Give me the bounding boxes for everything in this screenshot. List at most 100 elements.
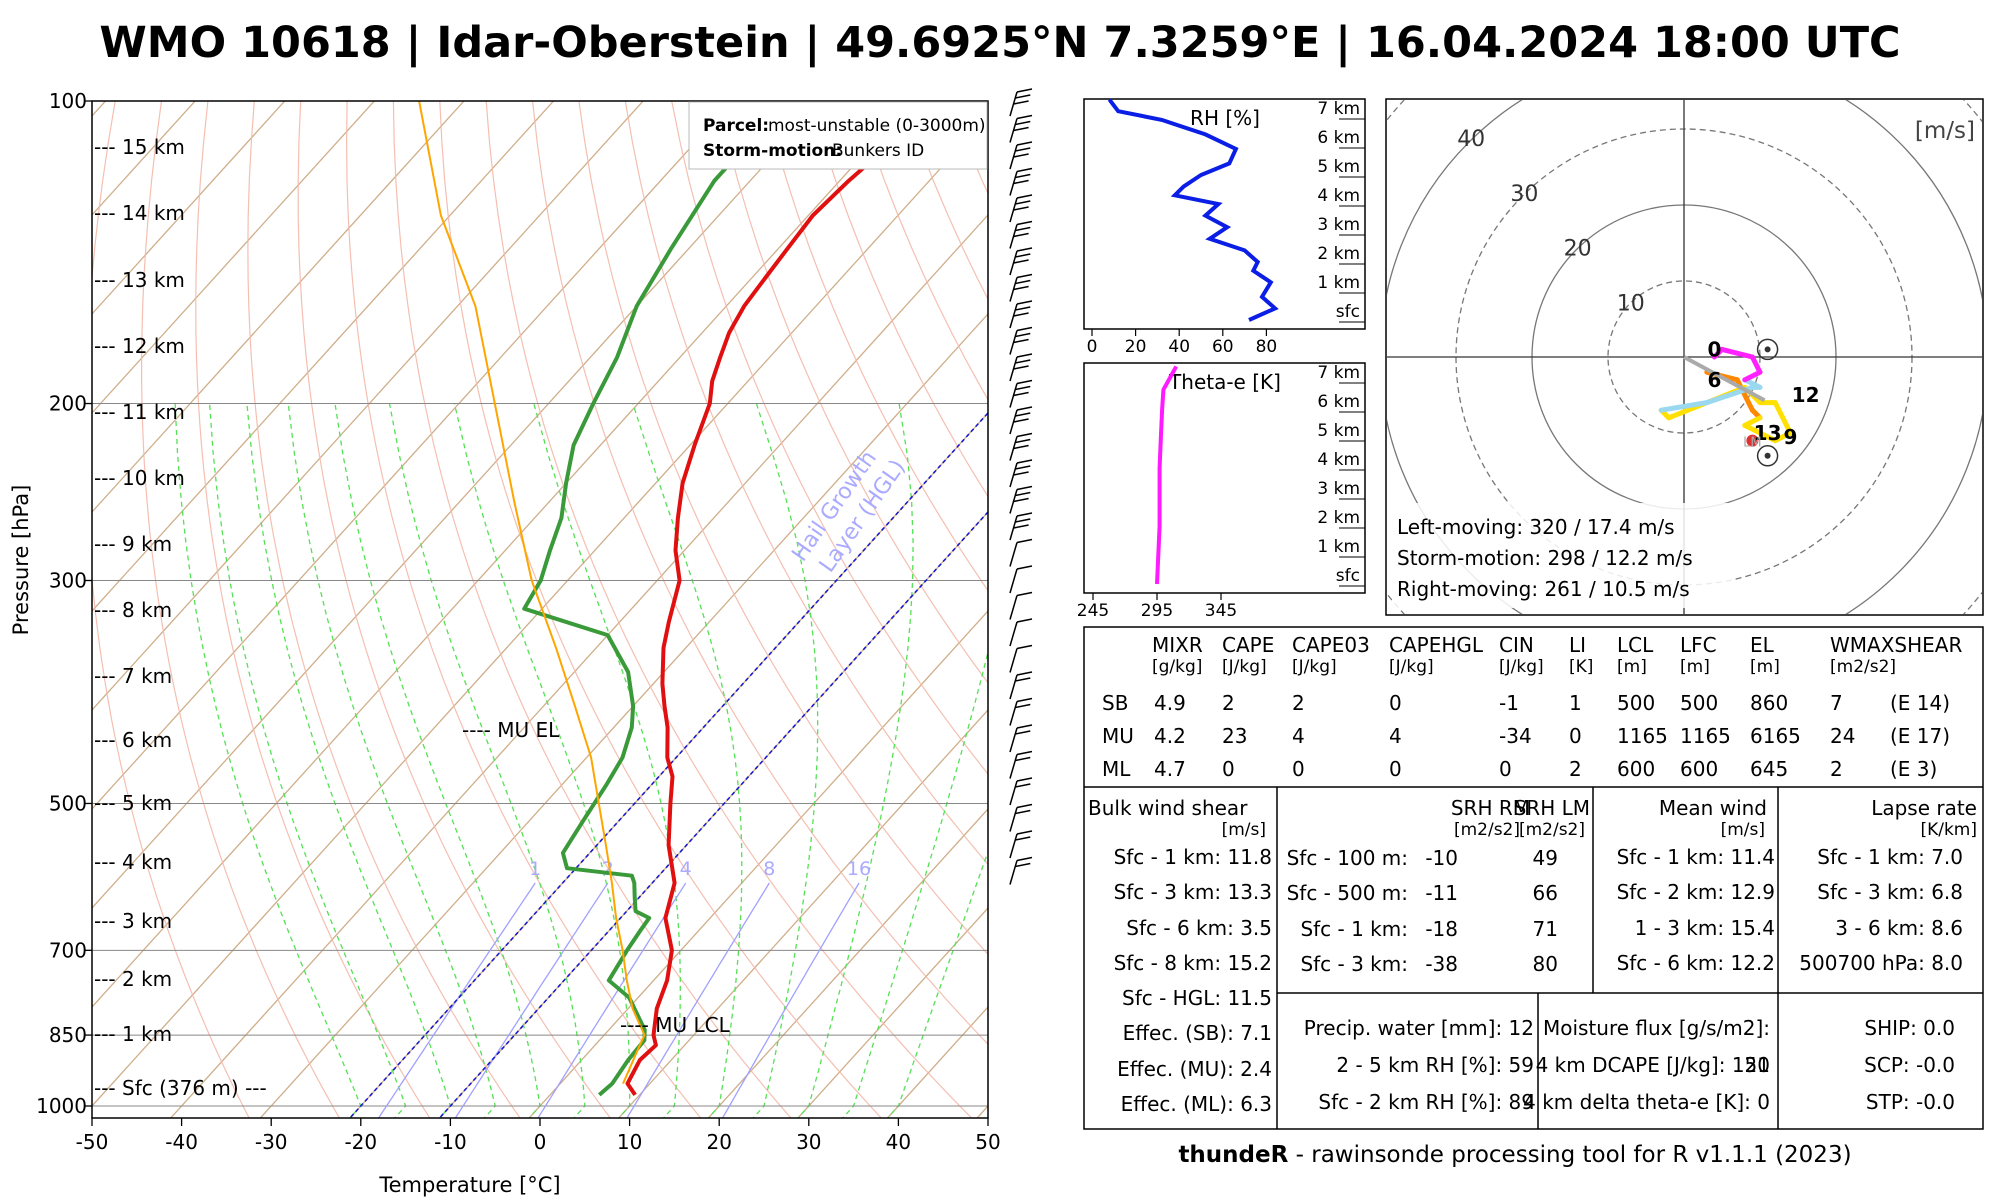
y-tick-label: 300 <box>49 569 87 593</box>
height-mark: 6 <box>1707 368 1721 392</box>
moist-adiabat <box>841 649 988 1118</box>
param-cell: 4 <box>1292 724 1305 748</box>
param-cell: 24 <box>1830 724 1856 748</box>
barb-staff <box>1009 568 1018 594</box>
barb-flag <box>1016 856 1033 862</box>
param-cell: 0 <box>1569 724 1582 748</box>
barb-flag <box>1015 332 1031 338</box>
barb-flag <box>1013 232 1029 238</box>
theta-title: Theta-e [K] <box>1168 370 1281 394</box>
bulk-shear-row: Effec. (MU): 2.4 <box>1117 1056 1272 1081</box>
barb-staff <box>1009 807 1018 832</box>
barb-flag <box>1013 126 1029 132</box>
hodograph-ring-label: 20 <box>1564 237 1592 262</box>
theta-x-tick-label: 295 <box>1141 601 1173 621</box>
theta-profile <box>1155 365 1178 585</box>
wind-barbs <box>1009 88 1033 885</box>
y-tick-label: 100 <box>49 89 87 113</box>
height-mark: 13 <box>1754 421 1782 445</box>
height-label: --- 3 km <box>94 909 172 933</box>
mixing-ratio-label: 8 <box>763 858 775 880</box>
mean-wind-row: Sfc - 6 km: 12.2 <box>1616 950 1775 975</box>
hodograph-ring-label: 30 <box>1510 182 1538 207</box>
x-tick-label: 20 <box>706 1130 731 1154</box>
barb-flag <box>1016 830 1033 835</box>
lapse-rate-table: Lapse rate [K/km] Sfc - 1 km: 7.0 Sfc - 3… <box>1779 796 1983 981</box>
barb-staff <box>1009 303 1018 329</box>
param-unit: [m] <box>1617 657 1647 677</box>
y-tick-label: 500 <box>49 791 87 815</box>
srh-rm-value: -11 <box>1425 881 1458 906</box>
height-mark: 12 <box>1792 383 1820 407</box>
skewt-axes: -50 -40 -30 -20 -10 0 10 20 30 40 50 100 200 300 500 70… <box>36 89 1001 1154</box>
param-cell: 0 <box>1292 757 1305 781</box>
hodograph-info-bg <box>1392 503 1732 608</box>
rh-panel: RH [%] 0 20 40 60 80 sfc 1 km 2 km 3 km 4 km 5 km 6… <box>1083 98 1366 357</box>
dry-adiabat <box>141 101 341 1118</box>
bulk-shear-table: Bulk wind shear [m/s] Sfc - 1 km: 11.8 Sf… <box>1086 796 1276 1122</box>
isotherm <box>92 101 555 612</box>
misc-table-1: Precip. water [mm]: 12 2 - 5 km RH [%]: 5… <box>1268 1010 1538 1121</box>
height-label: --- 15 km <box>94 135 185 159</box>
param-cell: 1 <box>1569 691 1582 715</box>
barb-flag <box>1013 206 1029 211</box>
param-cell: 500 <box>1617 691 1656 715</box>
barb-flag <box>1016 141 1033 146</box>
height-label: --- 6 km <box>94 728 172 752</box>
wind-barb <box>1009 750 1033 779</box>
srh-row-label: Sfc - 3 km: <box>1300 951 1408 976</box>
barb-flag <box>1015 756 1031 762</box>
barb-flag <box>1015 279 1031 285</box>
barb-flag <box>1016 167 1033 173</box>
dry-adiabat <box>439 101 883 1118</box>
srh-row-label: Sfc - 500 m: <box>1286 881 1408 906</box>
misc-table-2: Moisture flux [g/s/m2]: 51 4 km DCAPE [J/… <box>1522 1010 1780 1121</box>
lapse-rate-row: 500700 hPa: 8.0 <box>1799 950 1963 975</box>
barb-staff <box>1009 621 1018 647</box>
rh-level-label: 7 km <box>1317 99 1360 119</box>
barb-staff <box>1009 754 1018 779</box>
param-cell: 4.7 <box>1154 757 1186 781</box>
barb-flag <box>1016 803 1033 809</box>
barb-flag <box>1015 730 1031 735</box>
isotherm <box>707 808 988 1118</box>
x-tick-label: -30 <box>255 1130 288 1154</box>
lapse-rate-title: Lapse rate <box>1871 796 1977 820</box>
x-tick-label: 30 <box>796 1130 821 1154</box>
barb-flag <box>1013 497 1029 503</box>
wind-barb <box>1009 803 1033 832</box>
table-borders <box>1083 626 1984 1130</box>
wind-barb <box>1009 88 1033 117</box>
srh-lm-value: 80 <box>1532 951 1558 976</box>
bunkers-marker-dot <box>1764 452 1771 459</box>
param-cell: 4 <box>1389 724 1402 748</box>
index-row: STP: -0.0 <box>1865 1090 1955 1114</box>
y-tick-label: 1000 <box>36 1094 87 1118</box>
rh-level-label: 4 km <box>1317 186 1360 206</box>
theta-level-label: 2 km <box>1317 508 1360 528</box>
srh-lm-value: 71 <box>1532 916 1558 941</box>
barb-flag <box>1015 200 1031 205</box>
height-label: --- 4 km <box>94 850 172 874</box>
hodograph-trace: 0 6 12 13 9 LM <box>1658 337 1820 467</box>
barb-staff <box>1009 674 1018 700</box>
isotherm <box>617 709 988 1118</box>
barb-flag <box>1016 485 1033 491</box>
param-cell: (E 17) <box>1890 724 1951 748</box>
wind-barb <box>1009 406 1033 435</box>
barb-flag <box>1013 471 1029 476</box>
misc-table-3: SHIP: 0.0 SCP: -0.0 STP: -0.0 <box>1779 1010 1983 1121</box>
theta-panel: Theta-e [K] 245 295 345 sfc 1 km 2 km 3 km 4 km… <box>1077 362 1366 621</box>
dry-adiabat <box>671 101 988 775</box>
isotherm <box>92 101 645 711</box>
moist-adiabat <box>388 403 586 1118</box>
height-label: --- 11 km <box>94 400 185 424</box>
barb-staff <box>1009 197 1018 223</box>
rh-level-label: sfc <box>1336 302 1360 322</box>
height-label: --- 12 km <box>94 334 185 358</box>
barb-flag <box>1015 173 1031 179</box>
param-cell: (E 14) <box>1890 691 1951 715</box>
barb-flag <box>1016 724 1033 729</box>
wind-barb <box>1009 777 1033 806</box>
param-cell: 645 <box>1750 757 1789 781</box>
